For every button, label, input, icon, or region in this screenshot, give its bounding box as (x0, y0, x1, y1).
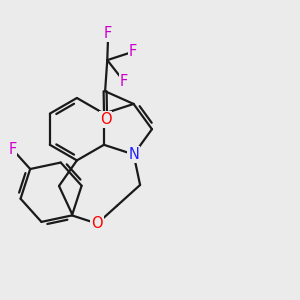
Text: F: F (129, 44, 137, 59)
Text: O: O (100, 112, 111, 127)
Text: F: F (120, 74, 128, 89)
Text: F: F (104, 26, 112, 41)
Text: O: O (92, 216, 103, 231)
Text: F: F (8, 142, 16, 157)
Text: N: N (128, 147, 139, 162)
